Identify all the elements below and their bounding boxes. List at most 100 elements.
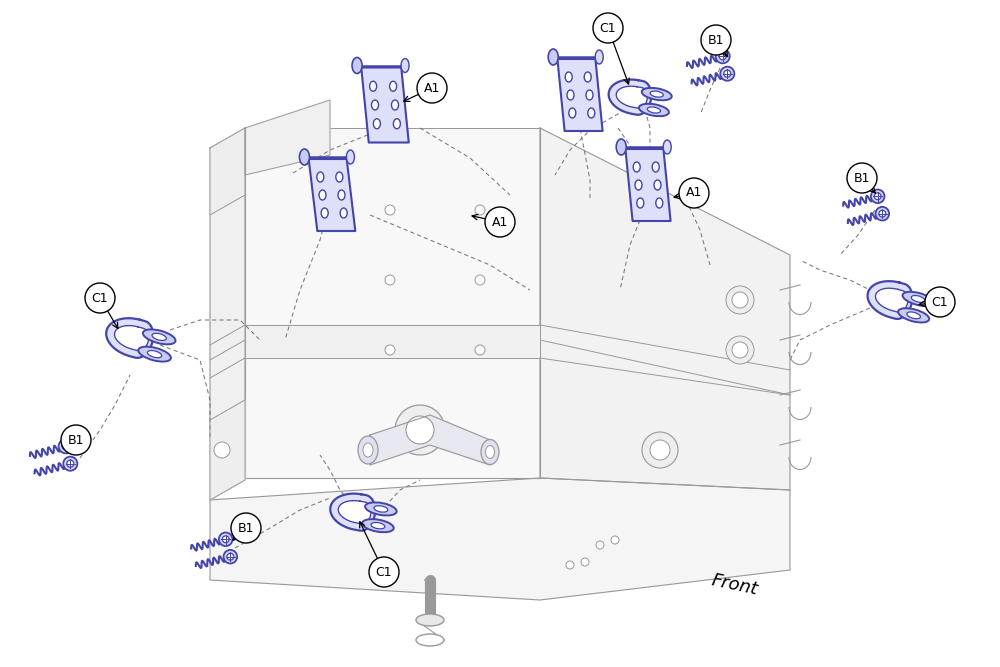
- Ellipse shape: [639, 104, 669, 116]
- Polygon shape: [245, 128, 540, 478]
- Ellipse shape: [584, 72, 591, 82]
- Ellipse shape: [654, 180, 661, 190]
- Circle shape: [925, 287, 955, 317]
- Ellipse shape: [363, 443, 373, 457]
- Polygon shape: [868, 281, 912, 319]
- Polygon shape: [540, 128, 790, 490]
- Text: C1: C1: [932, 295, 948, 309]
- Text: B1: B1: [238, 522, 254, 534]
- Ellipse shape: [907, 312, 920, 319]
- Circle shape: [726, 336, 754, 364]
- Circle shape: [385, 205, 395, 215]
- Circle shape: [596, 541, 604, 549]
- Circle shape: [566, 561, 574, 569]
- Text: C1: C1: [92, 291, 108, 305]
- Ellipse shape: [898, 308, 929, 322]
- Polygon shape: [245, 100, 330, 175]
- Polygon shape: [557, 59, 603, 131]
- Polygon shape: [875, 288, 908, 312]
- Ellipse shape: [63, 457, 77, 471]
- Ellipse shape: [336, 172, 343, 182]
- Circle shape: [231, 513, 261, 543]
- Ellipse shape: [903, 291, 934, 306]
- Circle shape: [475, 205, 485, 215]
- Ellipse shape: [373, 119, 380, 129]
- Circle shape: [732, 292, 748, 308]
- Ellipse shape: [147, 351, 162, 358]
- Ellipse shape: [569, 108, 576, 118]
- Ellipse shape: [224, 550, 237, 564]
- Ellipse shape: [317, 172, 324, 182]
- Ellipse shape: [876, 207, 889, 221]
- Polygon shape: [361, 67, 409, 143]
- Ellipse shape: [67, 460, 74, 467]
- Ellipse shape: [358, 436, 378, 464]
- Circle shape: [581, 558, 589, 566]
- Ellipse shape: [879, 210, 886, 217]
- Ellipse shape: [486, 446, 494, 458]
- Ellipse shape: [642, 88, 672, 100]
- Ellipse shape: [548, 49, 558, 65]
- Ellipse shape: [319, 190, 326, 200]
- Polygon shape: [616, 86, 647, 108]
- Ellipse shape: [143, 329, 176, 344]
- Circle shape: [61, 425, 91, 455]
- Ellipse shape: [321, 208, 328, 218]
- Ellipse shape: [59, 440, 73, 454]
- Text: B1: B1: [68, 434, 84, 446]
- Ellipse shape: [371, 522, 385, 529]
- Polygon shape: [338, 501, 371, 524]
- Ellipse shape: [374, 506, 388, 512]
- Ellipse shape: [340, 208, 347, 218]
- Circle shape: [475, 275, 485, 285]
- Circle shape: [650, 440, 670, 460]
- Ellipse shape: [871, 189, 884, 203]
- Ellipse shape: [352, 57, 362, 73]
- Polygon shape: [210, 478, 790, 600]
- Ellipse shape: [365, 502, 397, 516]
- Ellipse shape: [338, 190, 345, 200]
- Polygon shape: [609, 79, 651, 115]
- Polygon shape: [309, 159, 355, 231]
- Polygon shape: [245, 325, 540, 358]
- Text: A1: A1: [492, 215, 508, 229]
- Ellipse shape: [390, 81, 397, 91]
- Ellipse shape: [595, 50, 603, 64]
- Ellipse shape: [650, 91, 663, 97]
- Polygon shape: [106, 318, 153, 358]
- Polygon shape: [210, 400, 245, 500]
- Circle shape: [732, 342, 748, 358]
- Circle shape: [214, 442, 230, 458]
- Circle shape: [417, 73, 447, 103]
- Polygon shape: [210, 128, 245, 500]
- Ellipse shape: [716, 49, 730, 63]
- Polygon shape: [625, 149, 671, 221]
- Polygon shape: [330, 494, 375, 531]
- Ellipse shape: [647, 107, 661, 113]
- Circle shape: [369, 557, 399, 587]
- Ellipse shape: [567, 90, 574, 100]
- Circle shape: [475, 345, 485, 355]
- Circle shape: [642, 432, 678, 468]
- Ellipse shape: [586, 90, 593, 100]
- Ellipse shape: [372, 100, 378, 110]
- Ellipse shape: [720, 67, 734, 81]
- Circle shape: [485, 207, 515, 237]
- Text: C1: C1: [600, 21, 616, 35]
- Ellipse shape: [222, 536, 229, 543]
- Text: B1: B1: [854, 171, 870, 185]
- Ellipse shape: [724, 70, 731, 77]
- Ellipse shape: [656, 198, 663, 208]
- Ellipse shape: [299, 149, 309, 165]
- Ellipse shape: [370, 81, 377, 91]
- Ellipse shape: [227, 554, 234, 560]
- Ellipse shape: [565, 72, 572, 82]
- Ellipse shape: [588, 108, 595, 118]
- Ellipse shape: [392, 100, 398, 110]
- Ellipse shape: [346, 150, 354, 164]
- Circle shape: [611, 536, 619, 544]
- Ellipse shape: [416, 614, 444, 626]
- Ellipse shape: [393, 119, 400, 129]
- Text: B1: B1: [708, 33, 724, 47]
- Ellipse shape: [481, 440, 499, 464]
